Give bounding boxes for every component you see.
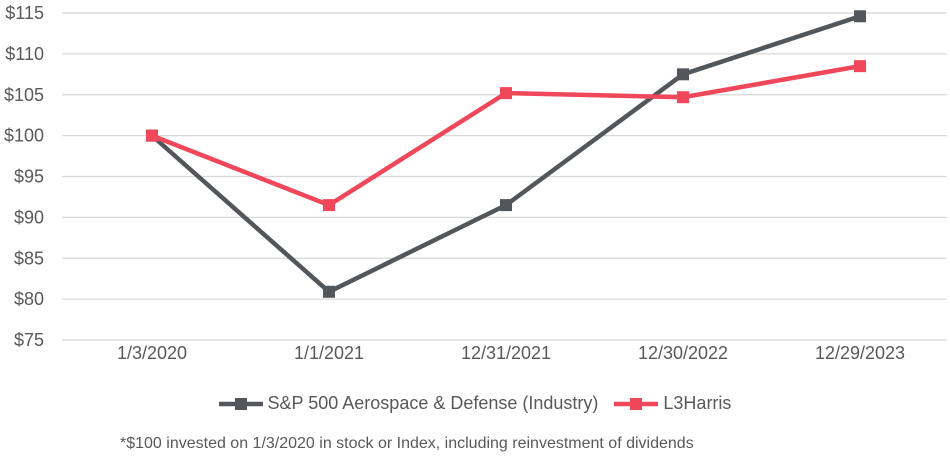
y-tick-label: $80: [14, 289, 44, 309]
plot-area: $75 $80 $85 $90 $95 $100 $105 $110 $115 1/3/2020 1…: [4, 3, 947, 363]
data-point-marker-series-1: [854, 60, 866, 73]
data-point-marker-series-0: [323, 285, 335, 298]
data-point-marker-series-0: [854, 10, 866, 23]
y-tick-label: $75: [14, 330, 44, 350]
x-tick-label: 12/30/2022: [638, 343, 728, 363]
legend-label-l3harris: L3Harris: [663, 393, 732, 413]
sp500-series-swatch-icon: [218, 397, 263, 410]
data-point-marker-series-0: [500, 199, 512, 212]
footnote: *$100 invested on 1/3/2020 in stock or I…: [120, 435, 694, 452]
legend-label-sp500-aerospace-defense: S&P 500 Aerospace & Defense (Industry): [267, 393, 599, 413]
l3harris-series-swatch-icon: [614, 397, 659, 410]
x-tick-label: 1/1/2021: [294, 343, 364, 363]
data-point-marker-series-1: [323, 199, 335, 212]
legend: S&P 500 Aerospace & Defense (Industry) L…: [0, 393, 950, 414]
y-tick-label: $85: [14, 248, 44, 268]
data-point-marker-series-1: [500, 87, 512, 100]
series-line-0: [150, 14, 861, 295]
y-tick-label: $110: [5, 44, 44, 64]
legend-item-l3harris: L3Harris: [614, 393, 731, 414]
y-tick-label: $95: [14, 167, 44, 187]
x-tick-label: 12/29/2023: [815, 343, 905, 363]
legend-item-sp500-aerospace-defense: S&P 500 Aerospace & Defense (Industry): [218, 393, 599, 414]
y-tick-label: $105: [4, 85, 44, 105]
x-tick-label: 1/3/2020: [117, 343, 187, 363]
x-tick-label: 12/31/2021: [461, 343, 551, 363]
data-point-marker-series-1: [677, 91, 689, 104]
y-tick-label: $115: [5, 3, 44, 23]
data-point-marker-series-0: [677, 68, 689, 81]
y-tick-label: $90: [14, 207, 44, 227]
data-point-marker-series-1: [146, 129, 158, 142]
y-tick-label: $100: [4, 126, 44, 146]
